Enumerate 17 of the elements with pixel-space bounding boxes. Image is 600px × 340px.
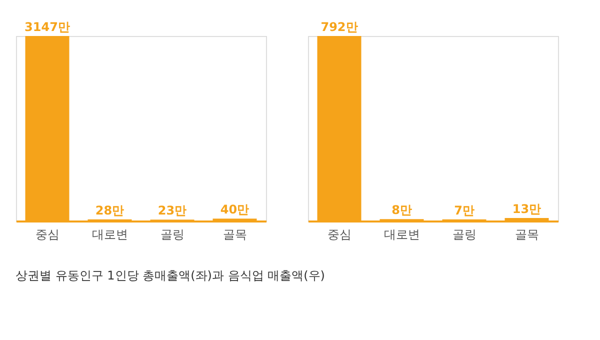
- data-label: 8만: [392, 203, 412, 218]
- data-label: 23만: [158, 204, 187, 218]
- data-label: 3147만: [24, 20, 70, 34]
- x-tick-label: 골목: [514, 228, 539, 242]
- x-tick-label: 대로변: [92, 228, 128, 242]
- x-tick-label: 골링: [452, 228, 476, 242]
- x-tick-label: 골목: [222, 228, 247, 242]
- data-label: 28만: [95, 203, 124, 218]
- data-label: 13만: [512, 202, 542, 216]
- data-label: 7만: [454, 203, 474, 218]
- x-tick-label: 골링: [160, 228, 184, 242]
- data-label: 792만: [320, 20, 358, 34]
- data-label: 40만: [220, 202, 250, 217]
- text: 상권별 유동인구 1인당 총매출액(좌)과 음식업 매출액(우): [16, 268, 325, 282]
- x-tick-label: 중심: [35, 228, 60, 242]
- x-tick-label: 중심: [327, 228, 352, 242]
- x-tick-label: 대로변: [384, 228, 420, 242]
